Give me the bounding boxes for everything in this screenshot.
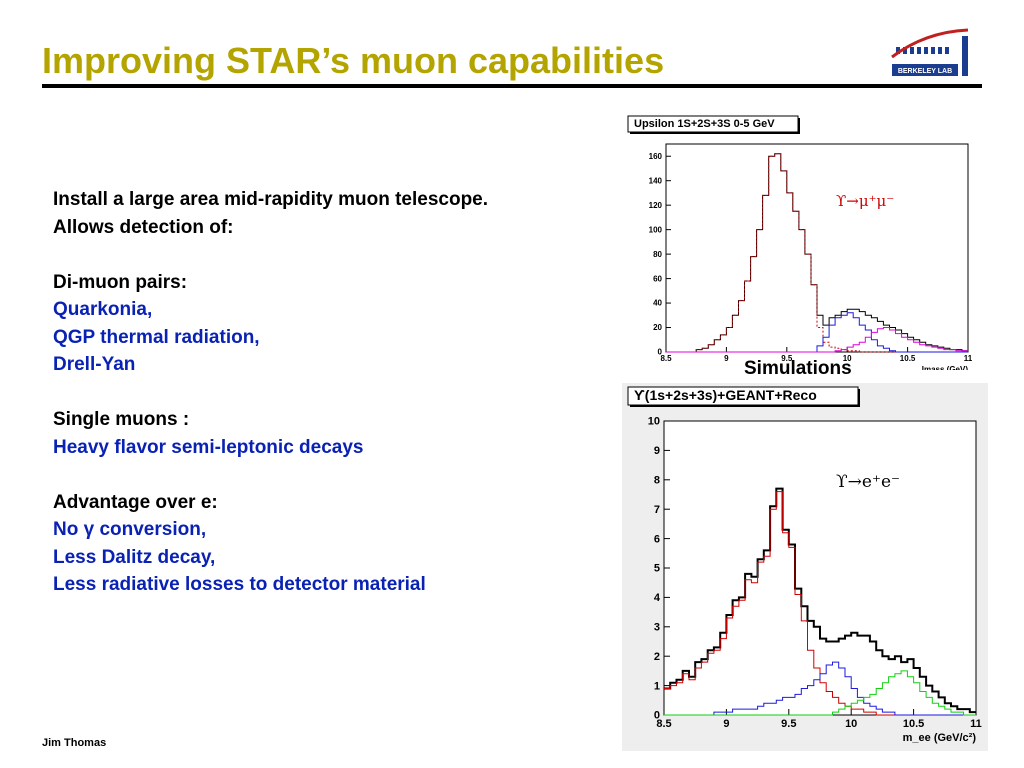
series-line [664,491,976,716]
spacer [53,461,488,489]
y-tick-label: 80 [653,250,662,259]
bullet-line: Less Dalitz decay, [53,546,216,568]
x-tick-label: 9.5 [781,718,796,730]
spacer [53,241,488,269]
y-tick-label: 5 [654,563,660,575]
logo-text: BERKELEY LAB [898,68,952,75]
x-tick-label: 9 [723,718,729,730]
logo-windows [896,47,949,54]
series-line [664,670,976,716]
y-tick-label: 8 [654,474,660,486]
y-tick-label: 0 [658,348,663,357]
bullet-line: QGP thermal radiation, [53,326,260,348]
chart-title: Upsilon 1S+2S+3S 0-5 GeV [634,118,775,130]
bullet-line: Heavy flavor semi-leptonic decays [53,436,364,458]
logo-arc [891,28,969,59]
series-line [664,661,976,716]
x-tick-label: 11 [970,718,982,730]
y-tick-label: 160 [649,152,663,161]
upsilon-mumu-chart: Upsilon 1S+2S+3S 0-5 GeV 0 20 40 60 80 100 120 1… [618,112,980,370]
bullet-line: No γ conversion, [53,519,207,540]
y-tick-label: 6 [654,533,660,545]
y-tick-label: 1 [654,680,660,692]
y-tick-label: 140 [649,176,663,185]
y-tick-label: 2 [654,651,660,663]
decay-annotation: ϒ→e⁺e⁻ [836,472,900,492]
x-tick-label: 9 [724,354,729,363]
title-divider [42,84,982,88]
logo-tower [962,36,968,76]
y-tick-label: 20 [653,323,662,332]
upsilon-ee-chart: ϒ(1s+2s+3s)+GEANT+Reco 0 1 2 3 4 5 6 7 8 9 10 8.5 9 9.… [622,383,988,751]
y-tick-label: 4 [654,592,661,604]
y-tick-label: 100 [649,225,663,234]
simulations-label: Simulations [744,358,852,379]
x-axis-label: Imass (GeV) [922,365,969,370]
bullet-line: Quarkonia, [53,299,153,320]
y-tick-label: 7 [654,504,660,516]
x-tick-label: 10 [843,354,852,363]
x-tick-label: 9.5 [781,354,793,363]
series-line [666,153,968,353]
y-tick-label: 0 [654,710,660,722]
y-tick-label: 40 [653,299,662,308]
chart-title: ϒ(1s+2s+3s)+GEANT+Reco [634,387,817,403]
x-tick-label: 10 [845,718,857,730]
bullet-line: Less radiative losses to detector materi… [53,574,426,595]
series-line [664,487,976,714]
series-line [666,327,968,353]
title-box [627,386,859,406]
plot-area [663,420,977,716]
decay-annotation: ϒ→μ⁺μ⁻ [836,192,894,210]
title-box [627,115,799,133]
bullet-content: Install a large area mid-rapidity muon t… [53,186,488,599]
y-tick-label: 60 [653,274,662,283]
y-tick-label: 9 [654,445,660,457]
x-tick-label: 11 [964,354,973,363]
bullet-line: Allows detection of: [53,216,234,238]
x-tick-label: 10.5 [903,718,924,730]
y-tick-label: 10 [648,416,660,428]
bullet-line: Install a large area mid-rapidity muon t… [53,189,489,210]
bullet-line: Advantage over e: [53,491,218,513]
berkeley-lab-logo: BERKELEY LAB [890,22,976,84]
x-tick-label: 8.5 [660,354,672,363]
bullet-line: Drell-Yan [53,354,136,375]
spacer [53,379,488,407]
x-tick-label: 10.5 [900,354,916,363]
x-axis-label: m_ee (GeV/c²) [903,732,977,744]
y-tick-label: 3 [654,621,660,633]
bullet-line: Di-muon pairs: [53,271,188,293]
logo-banner [892,64,958,76]
bullet-line: Single muons : [53,409,190,430]
footer-author: Jim Thomas [42,737,107,749]
slide-title: Improving STAR’s muon capabilities [42,40,665,81]
y-tick-label: 120 [649,201,663,210]
x-tick-label: 8.5 [656,718,671,730]
